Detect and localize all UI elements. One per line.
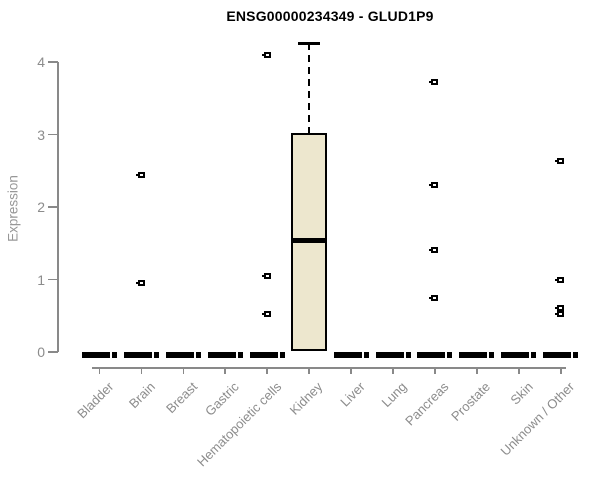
collapsed-box: [123, 352, 159, 358]
collapsed-box-notch: [445, 352, 448, 358]
x-axis-tick: [140, 367, 143, 374]
y-axis-tick-label: 3: [37, 126, 45, 143]
collapsed-box: [375, 352, 411, 358]
x-axis-tick: [308, 367, 310, 374]
x-axis-label: Skin: [506, 379, 536, 408]
outlier-point: [429, 181, 439, 188]
y-axis-tick-label: 4: [37, 54, 45, 70]
collapsed-box: [207, 352, 243, 358]
y-axis-tick-label: 1: [37, 271, 45, 288]
outlier-point: [135, 172, 145, 179]
outlier-point: [555, 158, 565, 165]
x-axis-tick: [266, 367, 268, 374]
outlier-point: [555, 277, 565, 284]
collapsed-box-notch: [277, 352, 280, 358]
y-axis-tick: [48, 61, 58, 63]
outlier-point: [261, 272, 271, 279]
x-axis-tick: [559, 367, 562, 374]
outlier-point: [261, 51, 271, 58]
outlier-point: [429, 79, 439, 86]
outlier-point: [135, 280, 145, 287]
x-axis-label: Lung: [378, 379, 410, 411]
y-axis-tick: [48, 133, 58, 136]
x-axis-tick: [98, 367, 101, 374]
collapsed-box: [459, 352, 495, 358]
collapsed-box: [333, 352, 369, 358]
y-axis-tick-label: 2: [37, 199, 45, 215]
y-axis-tick: [48, 351, 58, 353]
collapsed-box: [417, 352, 453, 358]
y-axis-tick-label: 0: [37, 344, 45, 360]
outlier-point: [429, 246, 439, 253]
x-axis-tick: [350, 367, 352, 374]
collapsed-box: [501, 352, 537, 358]
outlier-point: [555, 304, 565, 311]
collapsed-box: [543, 352, 579, 358]
x-axis-label: Pancreas: [402, 379, 452, 429]
outlier-point: [429, 294, 439, 301]
x-axis-label: Unknown / Other: [497, 379, 578, 459]
x-axis-label: Breast: [162, 379, 200, 417]
x-axis-tick: [392, 367, 394, 374]
collapsed-box-notch: [571, 352, 574, 358]
collapsed-box-notch: [235, 352, 238, 358]
collapsed-box-notch: [361, 352, 364, 358]
collapsed-box-notch: [110, 352, 112, 358]
y-axis-tick: [48, 278, 58, 281]
whisker-cap: [298, 41, 321, 45]
collapsed-box: [165, 352, 201, 358]
collapsed-box-notch: [151, 352, 154, 358]
collapsed-box: [82, 352, 117, 358]
x-axis-tick: [182, 367, 185, 374]
x-axis-line: [92, 367, 566, 369]
chart-title: ENSG00000234349 - GLUD1P9: [226, 8, 434, 24]
x-axis-label: Gastric: [202, 379, 242, 419]
outlier-point: [555, 311, 565, 318]
collapsed-box-notch: [193, 352, 196, 358]
x-axis-tick: [476, 367, 478, 374]
median-line: [291, 237, 328, 243]
collapsed-box-notch: [529, 352, 532, 358]
x-axis-tick: [434, 367, 436, 374]
x-axis-label: Brain: [125, 379, 159, 412]
x-axis-label: Kidney: [287, 379, 326, 418]
collapsed-box-notch: [403, 352, 406, 358]
collapsed-box: [249, 352, 285, 358]
x-axis-label: Liver: [337, 379, 368, 410]
collapsed-box-notch: [487, 352, 490, 358]
x-axis-tick: [224, 367, 227, 374]
whisker-line: [308, 43, 311, 134]
y-axis-tick: [48, 206, 58, 208]
x-axis-label: Prostate: [448, 379, 494, 424]
outlier-point: [261, 311, 271, 318]
x-axis-label: Bladder: [73, 379, 117, 422]
x-axis-tick: [518, 367, 520, 374]
